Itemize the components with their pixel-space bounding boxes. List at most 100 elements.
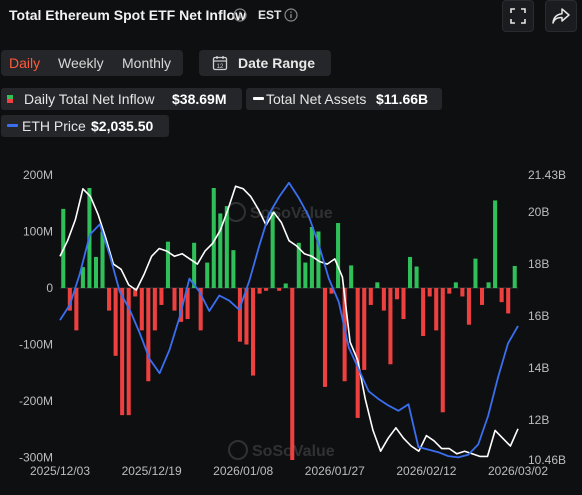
inflow-bar bbox=[100, 231, 105, 288]
legend-inflow[interactable]: Daily Total Net Inflow $38.69M bbox=[1, 88, 242, 110]
granularity-tabs: Daily Weekly Monthly bbox=[1, 50, 183, 76]
inflow-bar bbox=[499, 288, 504, 303]
inflow-bar bbox=[277, 288, 282, 291]
info-circle-icon[interactable] bbox=[233, 8, 247, 27]
inflow-bar bbox=[185, 288, 190, 320]
inflow-bar bbox=[466, 288, 471, 325]
legend-net-assets[interactable]: Total Net Assets $11.66B bbox=[246, 88, 442, 110]
share-button[interactable] bbox=[545, 0, 577, 32]
inflow-bar bbox=[362, 288, 367, 370]
inflow-bar bbox=[381, 288, 386, 311]
inflow-bar bbox=[146, 288, 151, 382]
inflow-bar bbox=[421, 288, 426, 337]
inflow-bar bbox=[107, 288, 112, 311]
tab-daily[interactable]: Daily bbox=[9, 55, 41, 71]
legend-price-label: ETH Price bbox=[22, 118, 86, 134]
inflow-bar bbox=[316, 231, 321, 288]
inflow-bar bbox=[93, 256, 99, 288]
fullscreen-button[interactable] bbox=[502, 0, 534, 32]
fullscreen-icon bbox=[510, 8, 526, 24]
inflow-bar bbox=[479, 288, 485, 305]
inflow-bar bbox=[355, 288, 360, 418]
inflow-bar bbox=[401, 288, 406, 320]
inflow-bar bbox=[453, 282, 458, 288]
right-axis-tick: 14B bbox=[528, 361, 549, 375]
x-axis-tick: 2026/03/02 bbox=[488, 464, 548, 478]
inflow-bar bbox=[486, 282, 491, 288]
x-axis-tick: 2025/12/19 bbox=[122, 464, 182, 478]
negative-swatch-icon bbox=[7, 99, 13, 103]
right-axis-tick: 21.43B bbox=[528, 168, 566, 182]
line-swatch-icon bbox=[7, 124, 18, 127]
inflow-bar bbox=[322, 288, 328, 387]
left-axis-tick: -300M bbox=[19, 451, 53, 465]
inflow-bar bbox=[447, 288, 452, 294]
net-assets-line bbox=[59, 185, 519, 458]
inflow-bar bbox=[257, 288, 262, 294]
inflow-bar bbox=[120, 288, 125, 416]
inflow-bar bbox=[368, 288, 373, 305]
inflow-bar bbox=[172, 288, 177, 311]
eth-price-line bbox=[59, 181, 519, 459]
inflow-bar bbox=[309, 226, 314, 288]
tab-monthly[interactable]: Monthly bbox=[122, 55, 172, 71]
inflow-bar bbox=[283, 283, 288, 288]
inflow-bar bbox=[244, 288, 249, 345]
inflow-bar bbox=[218, 213, 223, 288]
inflow-bar bbox=[67, 288, 72, 311]
inflow-bar bbox=[192, 242, 197, 288]
left-axis-tick: 0 bbox=[46, 281, 53, 295]
chart-title: Total Ethereum Spot ETF Net Inflow bbox=[9, 7, 246, 23]
inflow-bar bbox=[126, 288, 131, 416]
right-axis-tick: 20B bbox=[528, 205, 549, 219]
legend-assets-value: $11.66B bbox=[376, 91, 429, 107]
positive-swatch-icon bbox=[7, 95, 13, 99]
inflow-bar bbox=[414, 266, 419, 288]
inflow-bar bbox=[113, 288, 118, 356]
inflow-bar bbox=[270, 211, 275, 288]
right-axis-tick: 18B bbox=[528, 257, 549, 271]
x-axis-tick: 2026/01/08 bbox=[213, 464, 273, 478]
share-icon bbox=[552, 8, 570, 24]
date-range-button[interactable]: 12 Date Range bbox=[199, 50, 331, 76]
inflow-bar bbox=[408, 256, 413, 288]
inflow-bar bbox=[460, 288, 465, 297]
svg-text:SoSoValue: SoSoValue bbox=[250, 205, 333, 222]
left-axis-tick: -200M bbox=[19, 394, 53, 408]
right-axis-tick: 16B bbox=[528, 309, 549, 323]
date-range-label: Date Range bbox=[238, 55, 316, 71]
inflow-bar bbox=[224, 206, 229, 288]
tab-weekly[interactable]: Weekly bbox=[58, 55, 104, 71]
timezone-info-icon[interactable] bbox=[284, 8, 298, 27]
inflow-bar bbox=[329, 288, 334, 294]
inflow-bar bbox=[473, 258, 478, 288]
inflow-bar bbox=[264, 288, 269, 291]
inflow-bar bbox=[336, 223, 341, 288]
inflow-bar bbox=[342, 288, 347, 382]
x-axis-tick: 2026/01/27 bbox=[305, 464, 365, 478]
right-axis-tick: 10.46B bbox=[528, 453, 566, 467]
legend-eth-price[interactable]: ETH Price $2,035.50 bbox=[1, 115, 169, 137]
legend-price-value: $2,035.50 bbox=[91, 118, 154, 134]
inflow-bar bbox=[205, 262, 210, 288]
inflow-bar bbox=[159, 288, 164, 305]
inflow-bar bbox=[74, 288, 79, 331]
inflow-bar bbox=[198, 288, 203, 331]
inflow-bar bbox=[506, 288, 511, 314]
inflow-bar bbox=[80, 267, 85, 288]
inflow-bar bbox=[296, 242, 301, 288]
left-axis-tick: 200M bbox=[23, 168, 53, 182]
calendar-icon: 12 bbox=[212, 56, 228, 71]
inflow-bar bbox=[290, 288, 295, 460]
left-axis-tick: -100M bbox=[19, 338, 53, 352]
inflow-bar bbox=[179, 288, 184, 322]
inflow-bar bbox=[133, 288, 138, 297]
inflow-bar bbox=[427, 288, 432, 297]
legend-inflow-value: $38.69M bbox=[172, 91, 227, 107]
x-axis-tick: 2025/12/03 bbox=[30, 464, 90, 478]
inflow-bar bbox=[211, 188, 216, 288]
inflow-bar bbox=[165, 241, 170, 288]
inflow-bar bbox=[231, 250, 236, 288]
inflow-bar bbox=[250, 288, 256, 376]
